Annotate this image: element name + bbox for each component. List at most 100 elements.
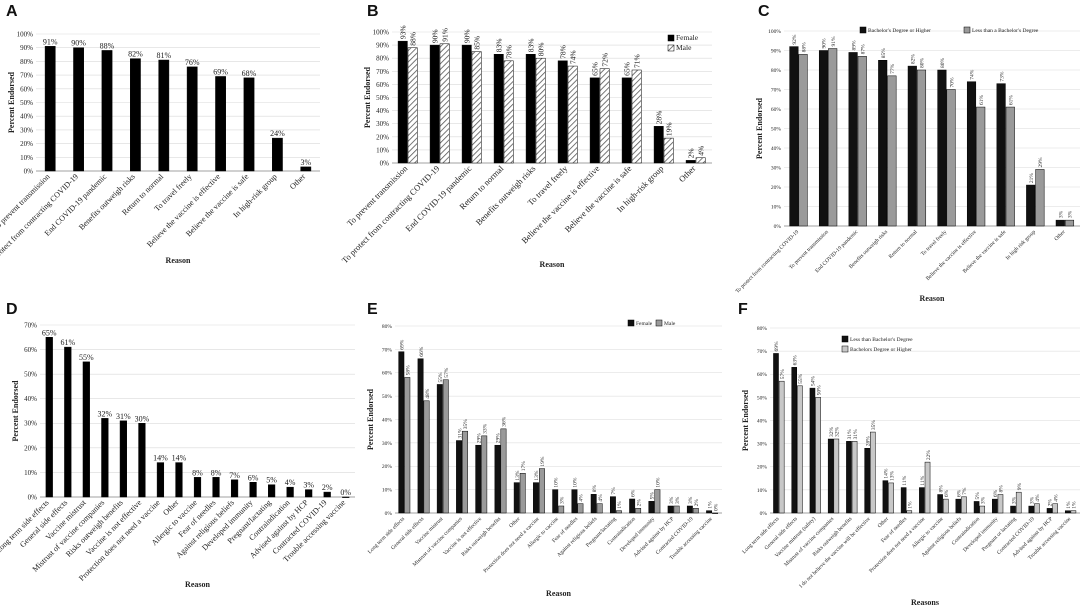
bar-series2 <box>798 54 808 227</box>
data-label: 3% <box>980 496 986 504</box>
y-tick-label: 10% <box>376 146 389 154</box>
data-label: 82% <box>911 54 917 65</box>
bar-series2 <box>481 435 488 514</box>
bar-series2 <box>535 57 546 164</box>
panel-label: B <box>367 3 379 20</box>
data-label: 65% <box>42 328 57 337</box>
data-label: 69% <box>400 339 406 350</box>
y-tick-label: 30% <box>771 165 782 171</box>
legend-swatch <box>841 345 849 353</box>
data-label: 91% <box>831 36 837 47</box>
x-category-label: Benefits outweigh risks <box>474 163 538 227</box>
data-label: 13% <box>515 470 521 481</box>
y-tick-label: 60% <box>771 107 782 113</box>
bar-series1 <box>525 54 536 164</box>
x-category-label: To prevent transmission <box>345 163 410 228</box>
panel-label: F <box>738 301 748 318</box>
y-tick-label: 20% <box>757 465 768 471</box>
data-label: 90% <box>71 39 86 48</box>
data-label: 8% <box>211 468 222 477</box>
bar-value <box>156 462 165 498</box>
legend-label: Bachelor's Degree or Higher <box>868 28 931 34</box>
bar-series1 <box>493 54 504 164</box>
x-axis-title: Reason <box>546 589 571 598</box>
data-label: 24% <box>270 129 285 138</box>
panel-b: B 0% 10% 20% 30% 40% 50% 60% 70% 80% 90% 100% 93% 88%… <box>340 3 712 269</box>
bar-series1 <box>533 482 539 514</box>
data-label: 78% <box>559 45 568 59</box>
data-label: 8% <box>999 485 1005 493</box>
data-label: 22% <box>926 450 932 461</box>
data-label: 71% <box>633 54 642 68</box>
bar-series2 <box>1005 106 1015 227</box>
data-label: 68% <box>242 69 257 78</box>
data-label: 1% <box>908 501 914 509</box>
bar-value <box>215 76 226 172</box>
y-tick-label: 30% <box>757 442 768 448</box>
bar-series2 <box>615 510 622 514</box>
data-label: 0% <box>713 503 719 511</box>
data-label: 93% <box>399 25 408 39</box>
bar-series2 <box>673 505 680 514</box>
bar-series1 <box>864 448 870 514</box>
y-tick-label: 10% <box>20 154 33 162</box>
y-tick-label: 80% <box>757 326 768 332</box>
data-label: 14% <box>884 468 890 479</box>
y-tick-label: 70% <box>24 321 37 329</box>
bar-series1 <box>513 482 520 514</box>
data-label: 5% <box>650 492 656 500</box>
bar-series2 <box>695 157 706 164</box>
bar-series2 <box>1064 219 1075 227</box>
data-label: 32% <box>835 427 841 438</box>
bar-series1 <box>686 505 693 514</box>
data-label: 87% <box>861 44 867 55</box>
panel-f: F0%10%20%30%40%50%60%70%80%69%57%Long te… <box>738 301 1080 607</box>
data-label: 90% <box>822 38 828 49</box>
bar-series1 <box>848 52 858 227</box>
y-tick-label: 60% <box>757 372 768 378</box>
data-label: 6% <box>993 489 999 497</box>
y-tick-label: 100% <box>17 30 34 38</box>
bar-series2 <box>946 89 956 227</box>
data-label: 7% <box>962 487 968 495</box>
bar-series2 <box>888 482 894 514</box>
bar-series2 <box>500 428 507 514</box>
data-label: 6% <box>957 489 963 497</box>
y-tick-label: 80% <box>376 55 389 63</box>
bar-series2 <box>778 380 785 514</box>
data-label: 3% <box>1068 210 1074 218</box>
x-category-label: General side effects <box>763 515 799 551</box>
legend-swatch <box>655 319 663 327</box>
data-label: 1% <box>707 501 713 509</box>
data-label: 90% <box>463 29 472 43</box>
x-category-label: Other <box>1054 229 1067 242</box>
bar-series2 <box>942 498 949 514</box>
data-label: 11% <box>920 475 926 485</box>
bar-series2 <box>692 508 699 514</box>
data-label: 80% <box>537 42 546 56</box>
data-label: 3% <box>1059 210 1065 218</box>
legend-swatch <box>963 26 971 34</box>
y-tick-label: 70% <box>757 349 768 355</box>
data-label: 70% <box>949 77 955 88</box>
data-label: 2% <box>636 499 642 507</box>
bar-value <box>305 489 313 498</box>
bar-series2 <box>870 431 876 514</box>
y-tick-label: 80% <box>20 58 33 66</box>
bar-series1 <box>552 489 559 514</box>
data-label: 57% <box>780 369 786 380</box>
bar-series1 <box>907 65 917 227</box>
y-tick-label: 10% <box>771 204 782 210</box>
bar-series2 <box>663 137 674 164</box>
legend-swatch <box>841 335 849 343</box>
y-tick-label: 10% <box>757 488 768 494</box>
data-label: 83% <box>527 39 536 53</box>
panel-d: D0%10%20%30%40%50%60%70%65%Long term sid… <box>0 301 355 589</box>
data-label: 3% <box>688 496 694 504</box>
data-label: 8% <box>192 468 203 477</box>
bar-value <box>64 346 72 498</box>
data-label: 89% <box>851 40 857 51</box>
data-label: 91% <box>441 28 450 42</box>
data-label: 78% <box>505 45 514 59</box>
bar-series2 <box>1070 510 1077 514</box>
